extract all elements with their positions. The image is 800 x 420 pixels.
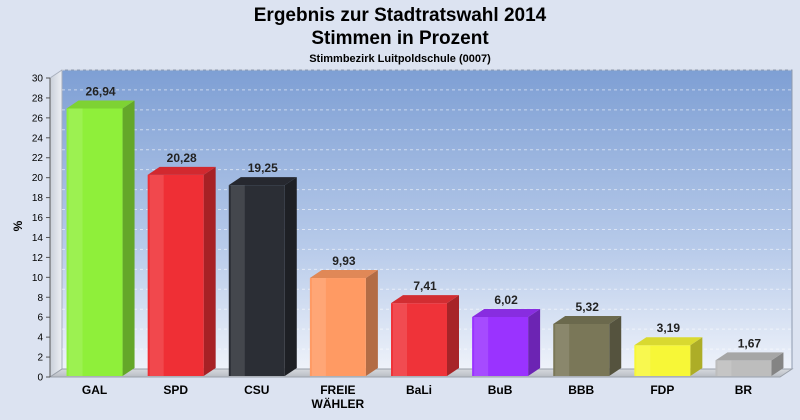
bar-highlight [311,278,326,376]
x-tick-label: SPD [163,383,188,397]
data-label: 7,41 [413,279,437,293]
bar-top [66,100,135,109]
x-tick-label: GAL [82,383,107,397]
bar-top [391,295,459,304]
bar-top [472,309,541,318]
y-tick-label: 18 [32,193,44,204]
bar-side [122,100,135,377]
bar-side [365,270,378,376]
bar [391,295,459,376]
bar-front [228,185,285,376]
bar-top [634,337,703,346]
bar-side [284,177,297,376]
bar-side [771,352,784,376]
x-tick-label: WÄHLER [312,396,365,411]
bar-side [528,309,541,376]
x-tick-label: CSU [244,383,269,397]
bar-front [634,345,691,376]
x-tick-label: BaLi [406,383,432,397]
data-label: 19,25 [248,161,278,175]
chart-title-line2: Stimmen in Prozent [311,28,489,49]
y-tick-label: 10 [32,273,44,284]
bar-side [203,166,216,376]
bar [553,315,622,376]
bar-side [447,295,459,376]
bar [472,309,541,376]
bar-top [553,315,622,324]
plot-side-wall [49,69,63,378]
bar-highlight [555,323,570,376]
x-tick-label: BBB [568,383,594,397]
y-axis-label: % [11,220,25,231]
bar-top [147,166,216,175]
bar [147,166,216,376]
data-label: 26,94 [86,84,116,98]
bar-top [309,270,378,279]
x-tick-label: FREIE [320,383,355,397]
bar-side [609,315,622,376]
data-label: 1,67 [738,336,762,350]
y-tick-label: 24 [32,133,44,144]
y-tick-label: 20 [32,173,44,184]
data-label: 3,19 [657,321,681,335]
bar-front [66,108,123,377]
bar-top [715,352,784,361]
bar-front [147,174,204,376]
bar [309,270,378,376]
bar-highlight [149,174,164,376]
y-tick-label: 16 [32,213,44,224]
bar-front [715,360,772,376]
bar-side [690,337,703,376]
x-tick-label: FDP [650,383,674,397]
bar-highlight [230,185,245,376]
bar-highlight [68,108,83,377]
bar-highlight [393,303,407,376]
y-tick-label: 2 [37,353,43,364]
bar-highlight [717,360,732,376]
y-tick-label: 22 [32,153,44,164]
chart-title: Ergebnis zur Stadtratswahl 2014 Stimmen … [0,4,800,50]
bar-front [391,303,447,376]
chart-subtitle: Stimmbezirk Luitpoldschule (0007) [309,53,491,65]
y-tick-label: 28 [32,93,44,104]
y-tick-label: 26 [32,113,44,124]
chart-title-line1: Ergebnis zur Stadtratswahl 2014 [253,5,547,26]
bar [228,177,297,376]
data-label: 5,32 [576,300,600,314]
x-tick-label: BuB [488,383,513,397]
bar-top [228,177,297,186]
bar-highlight [474,317,489,376]
bar [634,337,703,376]
bars: 26,94 20,28 19,25 9,93 7,41 6,02 5,32 3,19 1,67 [66,84,784,377]
y-tick-label: 12 [32,253,44,264]
data-label: 9,93 [332,254,356,268]
y-tick-label: 30 [32,74,44,85]
y-tick-label: 4 [37,333,43,344]
bar-front [472,317,529,376]
x-tick-label: BR [735,383,753,397]
bar [66,100,135,377]
bar-front [309,278,366,376]
y-tick-label: 6 [37,313,43,324]
bar-front [553,323,610,376]
y-tick-label: 8 [37,293,43,304]
data-label: 6,02 [494,293,518,307]
bar [715,352,784,376]
y-tick-label: 0 [37,373,43,384]
data-label: 20,28 [167,151,197,165]
bar-highlight [636,345,651,376]
y-tick-label: 14 [32,233,44,244]
